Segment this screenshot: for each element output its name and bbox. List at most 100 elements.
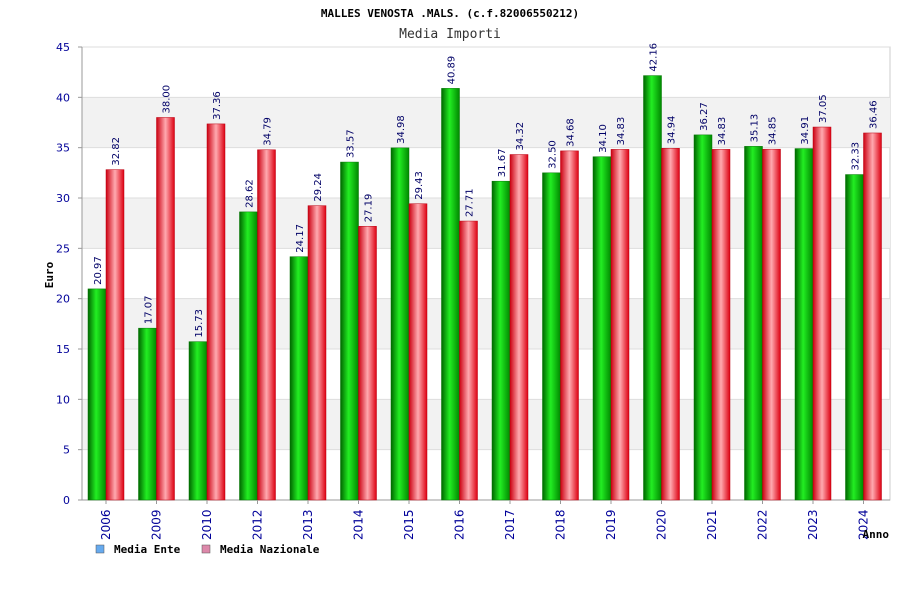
bar-media-ente-2020 — [643, 75, 662, 501]
bar-media-nazionale-2013 — [307, 205, 327, 501]
value-label: 34.32 — [515, 122, 526, 151]
bar-media-nazionale-2022 — [762, 148, 781, 501]
x-tick-label: 2013 — [301, 509, 315, 540]
y-tick-label: 0 — [63, 494, 70, 507]
bar-media-ente-2023 — [794, 148, 814, 501]
x-tick-label: 2014 — [352, 509, 366, 540]
value-label: 37.05 — [818, 94, 829, 123]
y-tick-label: 15 — [56, 343, 70, 356]
value-label: 36.27 — [699, 102, 710, 131]
bar-media-ente-2019 — [592, 156, 612, 501]
value-label: 32.50 — [548, 140, 559, 169]
y-tick-label: 35 — [56, 142, 70, 155]
value-label: 33.57 — [346, 129, 357, 158]
x-tick-label: 2017 — [503, 509, 517, 540]
chart-title: MALLES VENOSTA .MALS. (c.f.82006550212) — [321, 7, 579, 20]
value-label: 28.62 — [245, 179, 256, 208]
value-label: 40.89 — [447, 56, 458, 85]
value-label: 36.46 — [869, 100, 880, 129]
value-labels: 20.97 32.82 17.07 38.00 15.73 37.36 28.62 34.79… — [93, 43, 880, 338]
value-label: 34.98 — [396, 115, 407, 144]
value-label: 27.19 — [364, 194, 375, 223]
bar-media-ente-2009 — [138, 327, 157, 501]
value-label: 35.13 — [750, 114, 761, 143]
legend-swatch — [95, 544, 105, 554]
legend-label: Media Nazionale — [220, 543, 320, 556]
y-tick-label: 10 — [56, 393, 70, 406]
bar-media-ente-2014 — [340, 161, 359, 501]
bar-media-ente-2017 — [491, 180, 511, 501]
value-label: 31.67 — [497, 149, 508, 178]
legend-label: Media Ente — [114, 543, 181, 556]
value-label: 37.36 — [212, 91, 223, 120]
bar-media-nazionale-2006 — [105, 169, 125, 501]
bar-media-ente-2013 — [289, 256, 309, 501]
value-label: 38.00 — [162, 85, 173, 114]
x-tick-label: 2020 — [655, 509, 669, 540]
bar-media-nazionale-2023 — [812, 126, 832, 501]
bar-media-nazionale-2014 — [358, 226, 377, 501]
legend: Media Ente Media Nazionale — [95, 543, 320, 556]
value-label: 34.91 — [800, 116, 811, 145]
bar-media-nazionale-2019 — [610, 149, 630, 501]
x-tick-label: 2006 — [99, 509, 113, 540]
bar-media-ente-2010 — [188, 341, 208, 501]
bar-media-nazionale-2012 — [257, 149, 276, 501]
x-tick-label: 2021 — [705, 509, 719, 540]
bar-media-nazionale-2024 — [863, 132, 882, 501]
x-tick-label: 2012 — [251, 509, 265, 540]
bar-media-ente-2016 — [441, 88, 460, 501]
x-tick-label: 2015 — [402, 509, 416, 540]
x-tick-label: 2024 — [857, 509, 871, 540]
bar-media-ente-2021 — [693, 134, 713, 501]
bar-media-nazionale-2017 — [509, 154, 529, 501]
x-tick-label: 2023 — [806, 509, 820, 540]
y-tick-label: 20 — [56, 293, 70, 306]
bar-media-ente-2024 — [845, 174, 864, 501]
bars — [87, 75, 882, 501]
value-label: 29.43 — [414, 171, 425, 200]
bar-media-nazionale-2018 — [560, 150, 579, 501]
y-tick-label: 30 — [56, 192, 70, 205]
bar-media-ente-2006 — [87, 288, 107, 501]
bar-media-nazionale-2009 — [156, 117, 175, 501]
x-axis-ticks: 2006 2009 2010 2012 2013 2014 2015 2016 2017 2018… — [99, 500, 871, 540]
bar-media-nazionale-2015 — [408, 203, 428, 501]
value-label: 32.33 — [851, 142, 862, 171]
value-label: 24.17 — [295, 224, 306, 253]
bar-media-ente-2012 — [239, 211, 258, 501]
value-label: 29.24 — [313, 173, 324, 202]
x-tick-label: 2009 — [150, 509, 164, 540]
legend-swatch — [201, 544, 211, 554]
value-label: 42.16 — [649, 43, 660, 72]
x-tick-label: 2016 — [453, 509, 467, 540]
x-tick-label: 2022 — [756, 509, 770, 540]
value-label: 17.07 — [144, 296, 155, 325]
value-label: 34.94 — [667, 116, 678, 145]
y-tick-label: 45 — [56, 41, 70, 54]
value-label: 34.79 — [263, 117, 274, 146]
bar-media-nazionale-2020 — [661, 148, 680, 501]
bar-media-ente-2018 — [542, 172, 561, 501]
bar-media-ente-2022 — [744, 146, 763, 501]
x-tick-label: 2019 — [604, 509, 618, 540]
value-label: 34.83 — [616, 117, 627, 146]
x-tick-label: 2010 — [200, 509, 214, 540]
chart-subtitle: Media Importi — [399, 27, 501, 42]
x-axis-label: Anno — [863, 528, 890, 541]
x-tick-label: 2018 — [554, 509, 568, 540]
y-tick-label: 40 — [56, 91, 70, 104]
value-label: 34.10 — [598, 124, 609, 153]
value-label: 15.73 — [194, 309, 205, 338]
bar-media-nazionale-2021 — [711, 149, 731, 501]
value-label: 27.71 — [465, 188, 476, 217]
y-tick-label: 5 — [63, 444, 70, 457]
bar-media-nazionale-2016 — [459, 220, 478, 501]
value-label: 32.82 — [111, 137, 122, 166]
y-tick-label: 25 — [56, 242, 70, 255]
value-label: 20.97 — [93, 256, 104, 285]
value-label: 34.68 — [566, 118, 577, 147]
y-axis-label: Euro — [43, 261, 56, 288]
value-label: 34.83 — [717, 117, 728, 146]
